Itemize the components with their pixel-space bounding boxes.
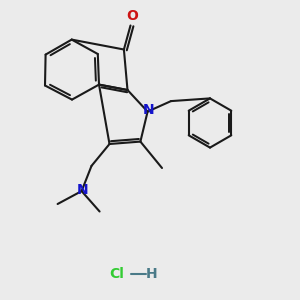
Text: H: H — [146, 267, 157, 280]
Text: N: N — [77, 183, 88, 197]
Text: N: N — [143, 103, 154, 117]
Text: Cl: Cl — [110, 267, 124, 280]
Text: O: O — [126, 9, 138, 23]
